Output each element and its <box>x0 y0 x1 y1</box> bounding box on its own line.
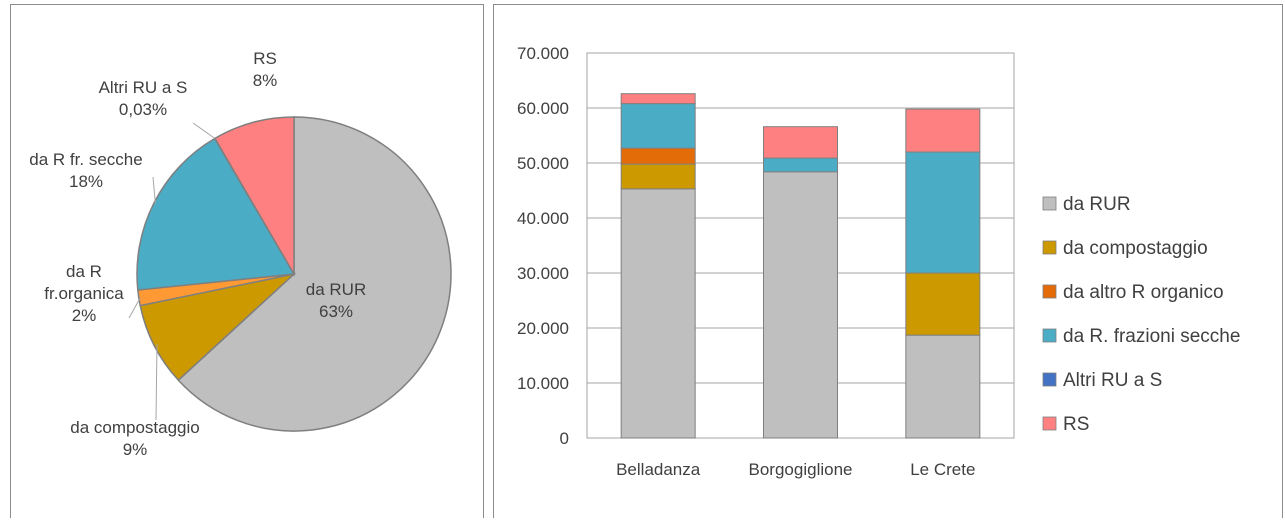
y-tick-label: 0 <box>560 429 569 448</box>
legend-swatch-da-rur <box>1042 196 1057 211</box>
legend-swatch-da-r-frazioni-secche <box>1042 328 1057 343</box>
y-tick-label: 60.000 <box>517 99 569 118</box>
legend-label-da-altro-r-organico: da altro R organico <box>1063 282 1224 303</box>
pie-label-da-r-fr-secche: da R fr. secche <box>29 150 142 169</box>
x-tick-label: Le Crete <box>910 460 975 479</box>
bar-le-crete-da-r-frazioni-secche <box>905 151 981 274</box>
pie-chart-panel: da RUR 63% da compostaggio 9% da R fr.organic… <box>10 4 484 518</box>
pie-slice-da-compostaggio <box>139 272 297 382</box>
leader-line-altri-ru-a-s <box>192 122 216 139</box>
legend-label-da-rur: da RUR <box>1063 194 1131 215</box>
bar-borgogiglione-rs <box>763 126 838 159</box>
pie-pct-altri-ru-a-s: 0,03% <box>119 100 167 119</box>
y-tick-label: 70.000 <box>517 44 569 63</box>
pie-slice-rs <box>213 116 295 277</box>
x-tick-label: Belladanza <box>616 460 701 479</box>
pie-slice-da-r-fr-secche <box>136 137 296 291</box>
bar-le-crete-rs <box>905 108 981 153</box>
bar-chart-panel: 0 10.000 20.000 30.000 40.000 50.000 60.000 70.… <box>493 4 1283 518</box>
bar-le-crete-da-compostaggio <box>905 272 981 336</box>
pie-pct-da-r-fr-secche: 18% <box>69 172 103 191</box>
y-tick-label: 20.000 <box>517 319 569 338</box>
pie-label-rs: RS <box>253 49 277 68</box>
legend-label-da-r-frazioni-secche: da R. frazioni secche <box>1063 326 1240 347</box>
bar-borgogiglione-da-r-frazioni-secche <box>763 157 838 173</box>
bar-belladanza-rs <box>620 93 696 105</box>
y-tick-label: 40.000 <box>517 209 569 228</box>
legend-swatch-da-compostaggio <box>1042 240 1057 255</box>
pie-pct-rs: 8% <box>253 71 278 90</box>
pie-label-da-r-fr-organica: fr.organica <box>44 284 124 303</box>
legend-swatch-rs <box>1042 416 1057 431</box>
legend-swatch-da-altro-r-organico <box>1042 284 1057 299</box>
bar-belladanza-da-rur <box>620 188 696 439</box>
leader-line-da-compostaggio <box>155 343 158 421</box>
pie-chart: da RUR 63% da compostaggio 9% da R fr.organic… <box>29 49 452 459</box>
legend-label-altri-ru-a-s: Altri RU a S <box>1063 370 1162 391</box>
bar-belladanza-da-altro-r-organico <box>620 147 696 165</box>
leader-line-da-r-fr-secche <box>152 176 156 204</box>
pie-pct-da-rur: 63% <box>319 302 353 321</box>
x-tick-label: Borgogiglione <box>749 460 853 479</box>
y-tick-label: 50.000 <box>517 154 569 173</box>
pie-label-da-r-fr-organica: da R <box>66 262 102 281</box>
bar-belladanza-da-compostaggio <box>620 163 696 190</box>
pie-pct-da-compostaggio: 9% <box>123 440 148 459</box>
bar-le-crete-da-rur <box>905 334 981 439</box>
pie-slice-da-rur <box>177 116 452 432</box>
bar-borgogiglione-da-rur <box>763 171 838 439</box>
pie-label-altri-ru-a-s: Altri RU a S <box>99 78 188 97</box>
pie-label-da-compostaggio: da compostaggio <box>70 418 199 437</box>
pie-label-da-rur: da RUR <box>306 280 366 299</box>
bar-belladanza-da-r-frazioni-secche <box>620 103 696 149</box>
y-tick-label: 30.000 <box>517 264 569 283</box>
legend-label-rs: RS <box>1063 414 1089 435</box>
pie-pct-da-r-fr-organica: 2% <box>72 306 97 325</box>
stacked-bar-chart: 0 10.000 20.000 30.000 40.000 50.000 60.000 70.… <box>517 44 1240 479</box>
legend-label-da-compostaggio: da compostaggio <box>1063 238 1208 259</box>
leader-line-da-r-fr-organica <box>128 297 141 319</box>
legend-swatch-altri-ru-a-s <box>1042 372 1057 387</box>
y-tick-label: 10.000 <box>517 374 569 393</box>
